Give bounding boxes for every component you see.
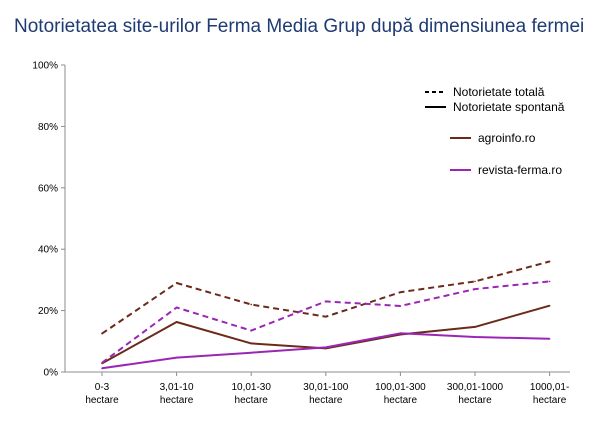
y-tick-label: 60% — [38, 183, 58, 194]
y-tick-label: 100% — [32, 61, 58, 72]
data-point — [325, 315, 327, 318]
data-point — [474, 326, 476, 328]
data-point — [548, 260, 551, 263]
data-point — [101, 367, 103, 370]
data-point — [325, 346, 327, 349]
data-point — [175, 282, 178, 284]
data-point — [101, 332, 103, 335]
x-tick-label: 100,01-300 — [375, 382, 426, 393]
x-tick-label: hectare — [235, 395, 269, 406]
x-tick-label: hectare — [458, 395, 492, 406]
x-tick-label: hectare — [85, 395, 119, 406]
series-line — [101, 260, 550, 335]
x-tick-label: 0-3 — [95, 382, 110, 393]
y-tick-label: 20% — [38, 306, 58, 317]
y-tick-label: 40% — [38, 245, 58, 256]
legend-label: revista-ferma.ro — [478, 163, 562, 177]
data-point — [399, 305, 402, 307]
x-tick-label: hectare — [384, 395, 418, 406]
x-tick-label: 30,01-100 — [303, 382, 348, 393]
data-point — [474, 280, 476, 283]
series-line — [101, 304, 550, 365]
y-tick-label: 80% — [38, 122, 58, 133]
data-point — [175, 356, 178, 359]
data-point — [101, 361, 103, 364]
data-point — [548, 304, 551, 307]
data-point — [474, 336, 476, 338]
data-point — [175, 321, 178, 323]
y-tick-label: 0% — [44, 368, 59, 379]
x-tick-label: 300,01-1000 — [447, 382, 504, 393]
x-tick-label: 3,01-10 — [160, 382, 194, 393]
data-point — [250, 303, 252, 306]
legend-label: Notorietate spontană — [453, 100, 565, 114]
data-point — [250, 351, 252, 354]
x-tick-label: 10,01-30 — [231, 382, 271, 393]
data-point — [250, 329, 252, 332]
series-line — [101, 332, 550, 370]
series-line — [101, 280, 550, 364]
x-tick-label: hectare — [533, 395, 567, 406]
legend-label: agroinfo.ro — [478, 131, 536, 145]
x-tick-label: 1000,01- — [530, 382, 569, 393]
data-point — [399, 291, 402, 293]
data-point — [474, 288, 476, 290]
data-point — [548, 280, 551, 283]
data-point — [399, 332, 402, 335]
data-point — [548, 338, 551, 340]
data-point — [175, 306, 178, 309]
data-point — [250, 342, 252, 345]
chart-title: Notorietatea site-urilor Ferma Media Gru… — [14, 16, 585, 37]
x-tick-label: hectare — [309, 395, 343, 406]
data-point — [325, 300, 327, 303]
legend-label: Notorietate totală — [453, 85, 545, 99]
x-tick-label: hectare — [160, 395, 194, 406]
